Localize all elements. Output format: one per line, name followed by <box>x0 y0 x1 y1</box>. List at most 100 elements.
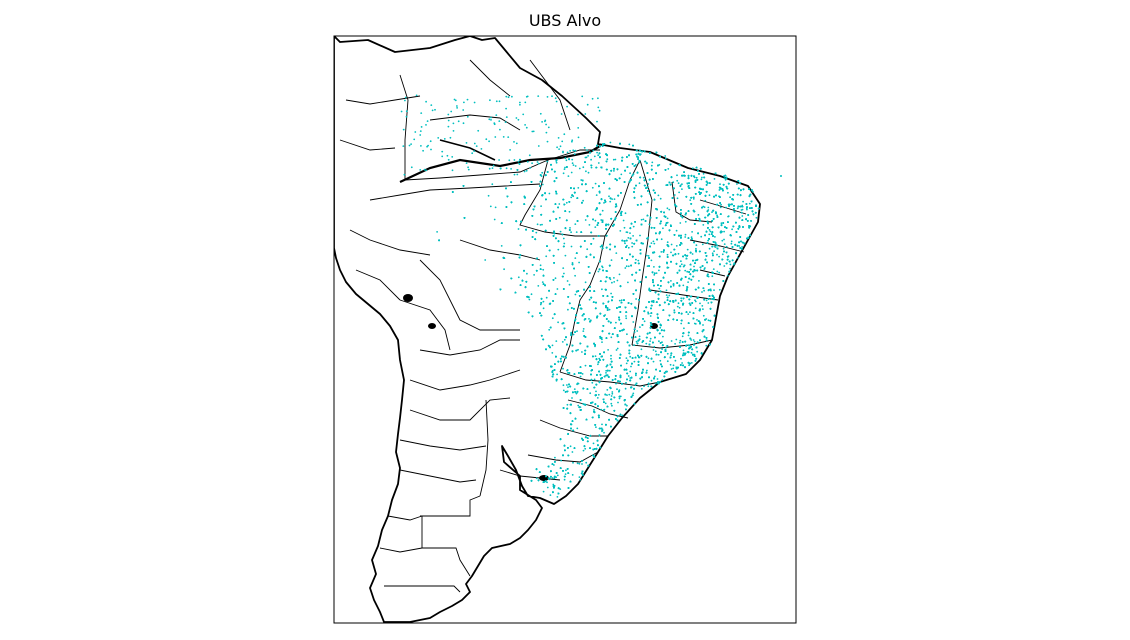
ubs-point <box>625 317 628 320</box>
ubs-point <box>738 245 741 247</box>
ubs-point <box>597 270 600 273</box>
ubs-point <box>675 245 678 247</box>
ubs-point <box>594 355 597 357</box>
ubs-point <box>705 344 708 347</box>
ubs-point <box>693 340 696 343</box>
ubs-point <box>636 330 639 332</box>
ubs-point <box>560 459 562 462</box>
ubs-point <box>669 363 672 366</box>
ubs-point <box>681 362 683 364</box>
ubs-point <box>625 362 628 365</box>
ubs-point <box>633 331 636 333</box>
ubs-point <box>593 155 596 158</box>
ubs-point <box>629 370 632 373</box>
ubs-point <box>575 231 578 234</box>
ubs-point <box>659 197 662 200</box>
ubs-point <box>646 265 649 267</box>
ubs-point <box>635 298 637 300</box>
ubs-point <box>542 300 545 303</box>
ubs-point <box>584 447 587 450</box>
ubs-point <box>659 326 662 329</box>
ubs-point <box>595 426 597 428</box>
ubs-point <box>587 155 589 157</box>
ubs-point <box>725 245 728 248</box>
ubs-point <box>702 224 705 226</box>
ubs-point <box>653 266 655 268</box>
ubs-point <box>740 211 743 214</box>
ubs-point <box>699 302 701 305</box>
ubs-point <box>664 155 667 157</box>
ubs-point <box>570 231 572 234</box>
ubs-point <box>736 183 738 185</box>
ubs-point <box>723 243 726 246</box>
ubs-point <box>689 311 691 314</box>
ubs-point <box>598 357 601 360</box>
ubs-point <box>584 281 587 284</box>
ubs-point <box>537 162 540 165</box>
continent-outline <box>334 36 761 623</box>
ubs-point <box>632 235 634 237</box>
ubs-point <box>630 365 632 368</box>
ubs-point <box>730 240 733 243</box>
ubs-point <box>683 327 685 330</box>
ubs-point <box>625 265 628 268</box>
ubs-point <box>615 349 618 351</box>
ubs-point <box>673 194 676 196</box>
ubs-point <box>610 402 613 405</box>
ubs-point <box>720 222 723 225</box>
ubs-point <box>563 242 566 245</box>
ubs-point <box>584 219 587 221</box>
ubs-point <box>601 288 603 291</box>
ubs-point <box>607 301 610 303</box>
ubs-point <box>579 375 582 378</box>
ubs-point <box>624 387 627 390</box>
ubs-point <box>642 218 645 221</box>
ubs-point <box>554 456 556 459</box>
ubs-point <box>567 386 569 388</box>
ubs-point <box>629 355 632 358</box>
ubs-point <box>681 335 684 338</box>
ubs-point <box>594 219 597 222</box>
ubs-point <box>695 247 697 250</box>
ubs-point <box>665 157 667 160</box>
ubs-point <box>611 391 614 393</box>
ubs-point <box>714 246 717 249</box>
ubs-point <box>653 345 656 348</box>
ubs-point <box>697 214 700 216</box>
ubs-point <box>718 288 721 291</box>
ubs-point <box>695 176 698 179</box>
ubs-point <box>556 496 559 498</box>
ubs-point <box>657 194 660 197</box>
amazon-river <box>399 145 601 183</box>
ubs-point <box>579 479 581 481</box>
ubs-point <box>698 280 700 282</box>
ubs-point <box>615 382 617 385</box>
ubs-point <box>631 242 633 244</box>
map-title: UBS Alvo <box>528 11 602 30</box>
ubs-point <box>545 255 548 258</box>
ubs-point <box>582 328 585 330</box>
ubs-point <box>577 404 580 407</box>
ubs-point <box>571 397 573 399</box>
ubs-point <box>691 167 694 170</box>
ubs-point <box>729 263 732 266</box>
ubs-point <box>582 330 585 332</box>
ubs-point <box>686 270 689 273</box>
ubs-point <box>679 222 682 224</box>
ubs-point <box>741 215 744 217</box>
ubs-point <box>652 349 655 351</box>
ubs-point <box>723 265 726 267</box>
ubs-point <box>601 338 603 341</box>
ubs-point <box>723 238 725 241</box>
ubs-point <box>626 333 628 336</box>
ubs-point <box>701 305 704 307</box>
ubs-point <box>595 390 597 393</box>
ubs-point <box>611 281 613 284</box>
ubs-point <box>629 377 632 379</box>
ubs-point <box>610 354 612 357</box>
ubs-point <box>755 216 758 219</box>
ubs-point <box>561 341 564 343</box>
ubs-point <box>723 230 725 233</box>
ubs-point <box>580 179 583 181</box>
ubs-point <box>584 364 587 367</box>
